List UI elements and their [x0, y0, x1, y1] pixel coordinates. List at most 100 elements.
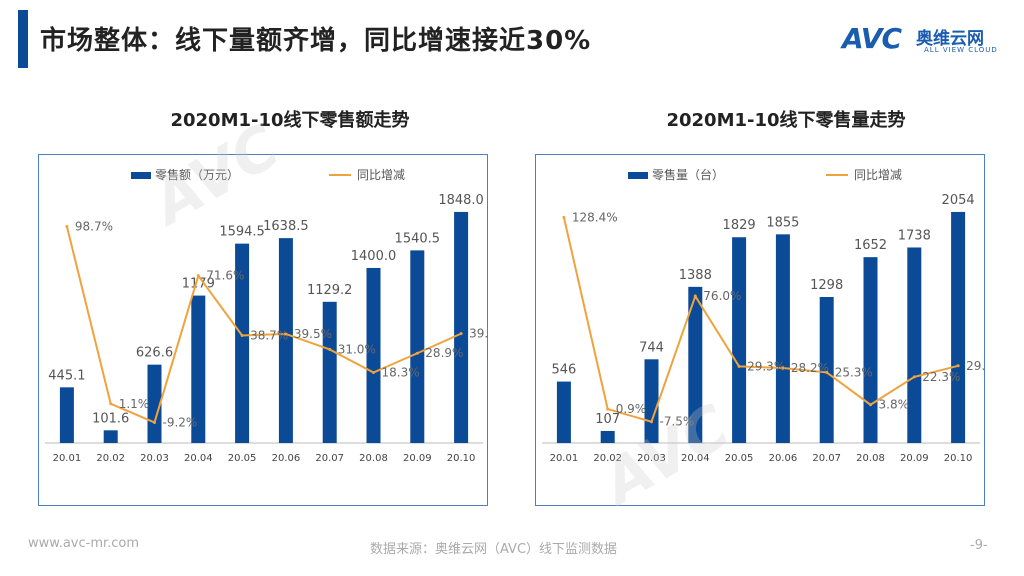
x-tick-label: 20.06	[272, 453, 301, 464]
yoy-point	[650, 420, 653, 424]
bar	[410, 250, 425, 443]
bar-value-label: 1298	[810, 278, 843, 293]
bar-value-label: 445.1	[48, 368, 85, 383]
x-tick-label: 20.09	[403, 453, 432, 464]
bar-value-label: 107	[595, 412, 620, 427]
yoy-point	[869, 403, 872, 407]
x-tick-label: 20.08	[856, 453, 885, 464]
yoy-point	[459, 332, 463, 336]
yoy-point	[606, 407, 610, 411]
legend-bar-label: 零售量（台）	[652, 167, 724, 182]
bar	[454, 211, 469, 443]
x-tick-label: 20.03	[637, 453, 666, 464]
bar	[278, 238, 293, 443]
bar-value-label: 1848.0	[438, 193, 484, 208]
yoy-value-label: 28.2%	[791, 361, 829, 375]
yoy-value-label: 128.4%	[572, 210, 618, 224]
bar-value-label: 546	[551, 363, 576, 378]
x-tick-label: 20.08	[359, 453, 388, 464]
chart-svg-sales-amount: 零售额（万元） 同比增减 445.1 20.01 101.6 20.02 626.6 20.0…	[45, 167, 489, 464]
legend-bar-swatch	[131, 172, 151, 179]
legend-line-label: 同比增减	[854, 168, 902, 182]
yoy-point	[284, 332, 288, 336]
bar	[147, 364, 162, 443]
bar	[322, 301, 337, 443]
yoy-value-label: 39.7%	[469, 327, 489, 341]
bar	[600, 430, 615, 443]
x-tick-label: 20.07	[812, 453, 841, 464]
bar	[366, 267, 381, 443]
yoy-line	[65, 226, 462, 424]
x-tick-label: 20.10	[944, 453, 973, 464]
x-tick-label: 20.06	[769, 453, 798, 464]
x-tick-label: 20.05	[725, 453, 754, 464]
yoy-point	[109, 402, 113, 406]
bar	[775, 234, 790, 443]
yoy-value-label: 28.9%	[425, 346, 463, 360]
x-tick-label: 20.09	[900, 453, 929, 464]
chart-svg-sales-volume: 零售量（台） 同比增减 546 20.01 107 20.02 744 20.03 1388 20…	[542, 167, 986, 464]
yoy-point	[196, 274, 200, 278]
yoy-point	[562, 215, 566, 219]
bar-value-label: 1652	[854, 238, 887, 253]
x-tick-label: 20.07	[315, 453, 344, 464]
yoy-point	[912, 375, 916, 379]
bar	[688, 286, 703, 443]
footer-source: 数据来源：奥维云网（AVC）线下监测数据	[370, 542, 618, 557]
yoy-point	[825, 370, 829, 374]
x-tick-label: 20.01	[550, 453, 579, 464]
chart-sales-amount: 零售额（万元） 同比增减 445.1 20.01 101.6 20.02 626.6 20.0…	[38, 154, 489, 506]
logo-chinese-name: 奥维云网	[916, 29, 984, 49]
yoy-point	[737, 364, 741, 368]
page-title: 市场整体：线下量额齐增，同比增速接近30%	[40, 26, 592, 56]
yoy-value-label: -7.5%	[660, 415, 695, 429]
yoy-point	[372, 371, 375, 375]
yoy-value-label: 76.0%	[703, 289, 741, 303]
bar-value-label: 744	[639, 340, 664, 355]
x-tick-label: 20.04	[184, 453, 213, 464]
bar-value-label: 1638.5	[263, 219, 309, 234]
logo-mark: AVC	[842, 22, 902, 55]
bar	[191, 295, 206, 443]
bar-value-label: 1594.5	[219, 225, 265, 240]
yoy-point	[781, 366, 785, 370]
yoy-line	[562, 217, 959, 423]
bar	[556, 381, 571, 443]
yoy-value-label: 18.3%	[382, 366, 420, 380]
yoy-value-label: 38.7%	[250, 328, 288, 342]
bar	[59, 387, 74, 443]
x-tick-label: 20.03	[140, 453, 169, 464]
yoy-value-label: 71.6%	[206, 269, 244, 283]
x-tick-label: 20.01	[53, 453, 82, 464]
yoy-value-label: 22.3%	[922, 370, 960, 384]
legend-bar-label: 零售额（万元）	[155, 167, 239, 182]
logo-english-name: ALL VIEW CLOUD	[924, 46, 998, 54]
legend-bar-swatch	[628, 172, 648, 179]
x-tick-label: 20.05	[228, 453, 257, 464]
yoy-point	[328, 347, 332, 351]
bar	[732, 237, 747, 443]
bar	[907, 247, 922, 443]
yoy-value-label: 0.9%	[616, 402, 647, 416]
yoy-point	[65, 224, 69, 228]
yoy-value-label: 29.7%	[966, 359, 986, 373]
yoy-value-label: 29.3%	[747, 359, 785, 373]
yoy-value-label: -9.2%	[163, 415, 198, 429]
yoy-value-label: 25.3%	[835, 365, 873, 379]
footer-page-number: -9-	[970, 538, 988, 553]
yoy-point	[956, 364, 960, 368]
x-tick-label: 20.02	[593, 453, 622, 464]
bar	[863, 257, 878, 443]
bar-value-label: 1129.2	[307, 283, 353, 298]
bar	[235, 243, 250, 443]
title-accent-bar	[18, 10, 28, 68]
x-tick-label: 20.10	[447, 453, 476, 464]
yoy-value-label: 31.0%	[338, 342, 376, 356]
footer-website: www.avc-mr.com	[28, 536, 140, 551]
legend-line-label: 同比增减	[357, 168, 405, 182]
bar-value-label: 626.6	[136, 346, 173, 361]
bar-value-label: 1400.0	[351, 249, 397, 264]
bar-value-label: 1855	[766, 215, 799, 230]
yoy-point	[693, 294, 697, 298]
yoy-value-label: 1.1%	[119, 397, 150, 411]
